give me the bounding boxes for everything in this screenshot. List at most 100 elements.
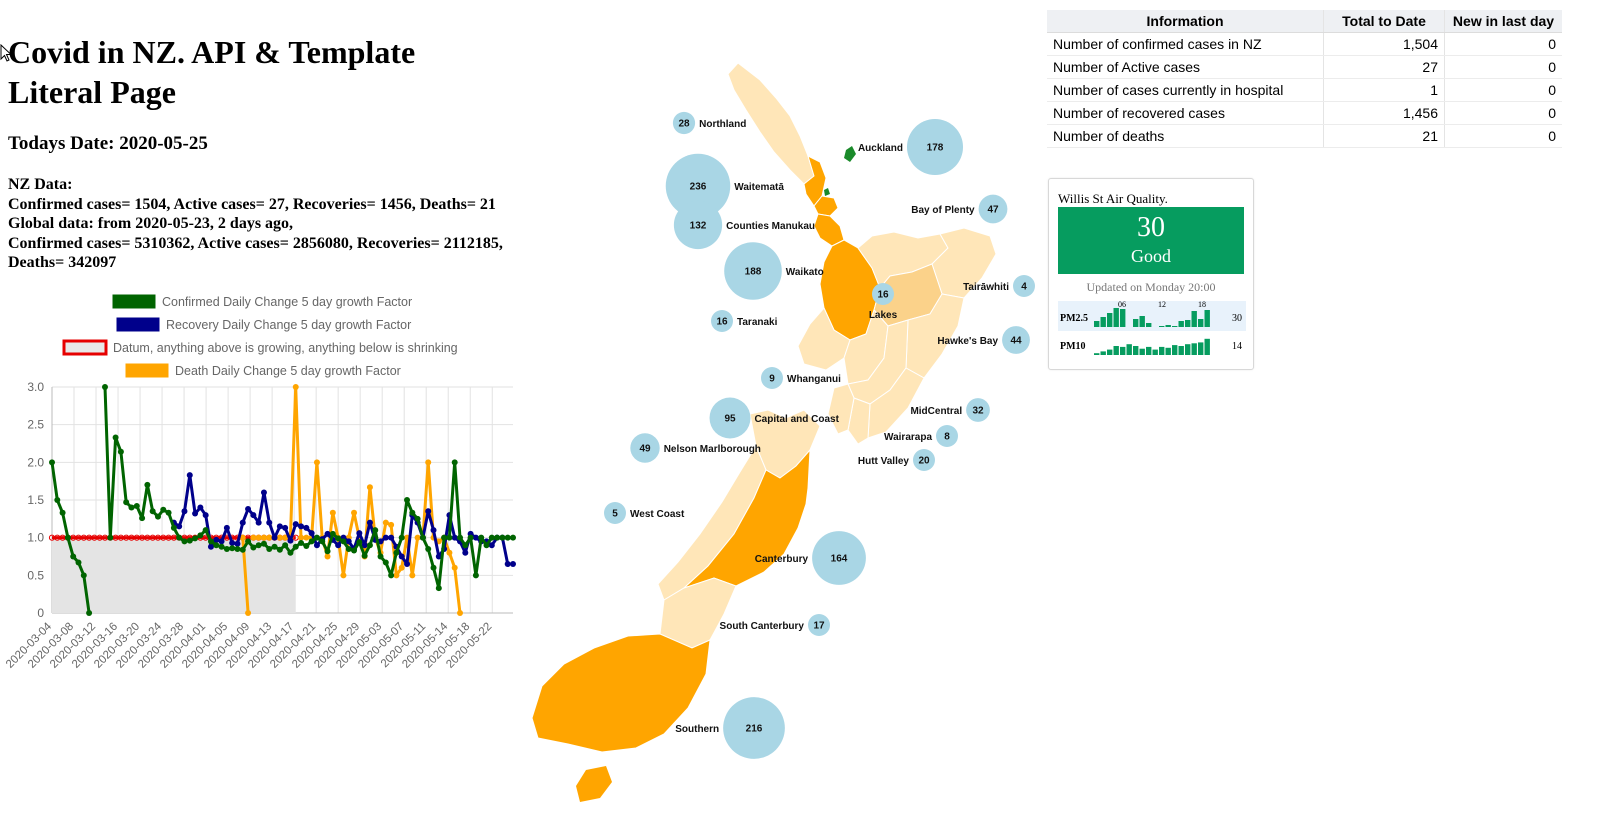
data-point[interactable] [64,534,71,541]
data-point[interactable] [160,506,167,513]
data-point[interactable] [192,535,199,542]
data-point[interactable] [234,540,241,547]
data-point[interactable] [366,484,373,491]
data-point[interactable] [303,542,310,549]
data-point[interactable] [192,510,199,517]
data-point[interactable] [313,542,320,549]
data-point[interactable] [319,538,326,545]
data-point[interactable] [255,534,262,541]
data-point[interactable] [239,519,246,526]
data-point[interactable] [488,542,495,549]
data-point[interactable] [154,513,161,520]
data-point[interactable] [245,538,252,545]
data-point[interactable] [404,561,411,568]
legend-item[interactable]: Confirmed Daily Change 5 day growth Fact… [112,294,412,309]
data-point[interactable] [393,572,400,579]
data-point[interactable] [260,540,267,547]
data-point[interactable] [345,538,352,545]
data-point[interactable] [218,543,225,550]
data-point[interactable] [282,534,289,541]
map-bubble[interactable]: 17 South Canterbury [720,614,830,636]
data-point[interactable] [112,434,119,441]
data-point[interactable] [382,519,389,526]
data-point[interactable] [245,506,252,513]
data-point[interactable] [139,515,146,522]
map-bubble[interactable]: 49 Nelson Marlborough [630,433,761,463]
data-point[interactable] [176,534,183,541]
map-bubble[interactable]: 236 Waitematā [665,153,785,219]
map-bubble[interactable]: 32 MidCentral [910,398,990,422]
legend-item[interactable]: Recovery Daily Change 5 day growth Facto… [116,317,411,332]
data-point[interactable] [287,537,294,544]
map-bubble[interactable]: 8 Wairarapa [884,425,958,447]
data-point[interactable] [388,521,395,528]
data-point[interactable] [207,543,214,550]
air-quality-widget[interactable]: Willis St Air Quality. 30 Good Updated o… [1048,178,1254,370]
data-point[interactable] [282,542,289,549]
data-point[interactable] [218,538,225,545]
data-point[interactable] [70,553,77,560]
data-point[interactable] [250,534,257,541]
data-point[interactable] [419,534,426,541]
data-point[interactable] [510,534,516,541]
data-point[interactable] [404,497,411,503]
data-point[interactable] [472,572,479,579]
data-point[interactable] [462,542,469,549]
data-point[interactable] [425,459,432,466]
data-point[interactable] [101,384,108,390]
data-point[interactable] [80,572,87,579]
data-point[interactable] [49,459,55,466]
data-point[interactable] [494,534,501,541]
data-point[interactable] [197,504,204,511]
region-shape-counties-manukau[interactable] [813,213,845,247]
data-point[interactable] [504,534,511,541]
data-point[interactable] [186,537,193,544]
data-point[interactable] [451,564,458,571]
region-shape-southern[interactable] [531,633,711,753]
data-point[interactable] [303,524,310,531]
data-point[interactable] [467,534,474,541]
data-point[interactable] [388,572,395,579]
data-point[interactable] [382,534,389,541]
data-point[interactable] [425,545,432,552]
data-point[interactable] [472,534,479,541]
data-point[interactable] [287,549,294,556]
map-bubble[interactable]: 216 Southern [675,697,785,759]
data-point[interactable] [313,459,320,466]
map-bubble[interactable]: 44 Hawke's Bay [937,326,1030,354]
data-point[interactable] [234,545,241,552]
data-point[interactable] [398,564,405,571]
data-point[interactable] [478,534,485,541]
data-point[interactable] [298,534,305,541]
data-point[interactable] [107,534,114,541]
data-point[interactable] [366,519,373,526]
data-point[interactable] [260,534,267,541]
legend-item[interactable]: Death Daily Change 5 day growth Factor [125,363,401,378]
data-point[interactable] [271,543,278,550]
region-shape-tairawhiti[interactable] [931,227,997,299]
data-point[interactable] [329,530,336,537]
data-point[interactable] [75,559,82,566]
data-point[interactable] [393,549,400,556]
data-point[interactable] [133,503,140,510]
data-point[interactable] [149,508,156,515]
data-point[interactable] [335,542,342,549]
data-point[interactable] [213,536,220,543]
data-point[interactable] [276,546,283,553]
data-point[interactable] [382,559,389,566]
data-point[interactable] [202,527,209,534]
map-bubble[interactable]: 28 Northland [672,111,746,135]
data-point[interactable] [324,553,331,560]
data-point[interactable] [308,530,315,537]
data-point[interactable] [409,509,416,516]
data-point[interactable] [181,508,188,515]
data-point[interactable] [207,538,214,545]
data-point[interactable] [123,499,130,506]
data-point[interactable] [329,509,336,516]
map-bubble[interactable]: 95 Capital and Coast [709,397,840,439]
data-point[interactable] [298,539,305,546]
data-point[interactable] [483,542,490,549]
data-point[interactable] [361,552,368,559]
data-point[interactable] [197,532,204,539]
data-point[interactable] [229,545,236,552]
